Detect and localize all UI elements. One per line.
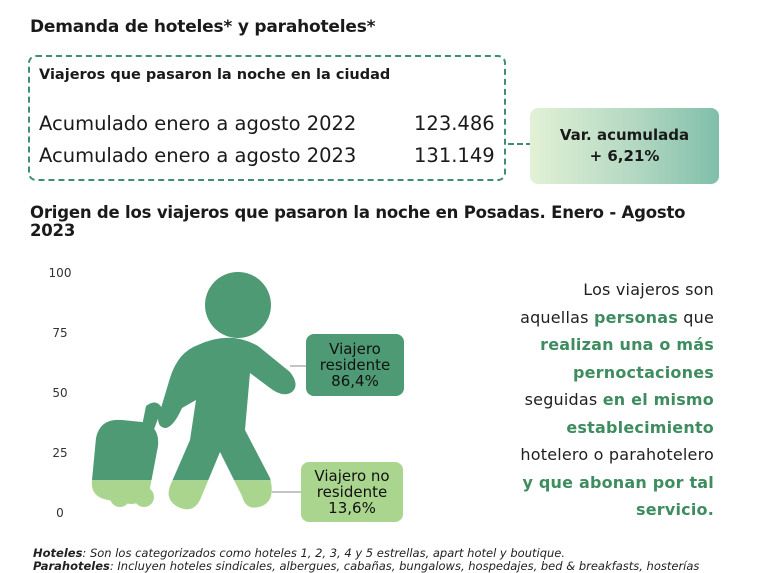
bar-nonresident	[91, 480, 296, 510]
resident-pct: 86,4%	[331, 372, 379, 390]
desc-line-1: Los viajeros son	[583, 280, 714, 299]
row-2022-label: Acumulado enero a agosto 2022	[39, 112, 357, 135]
dashed-connector	[508, 143, 532, 145]
footnote-parahoteles: Parahoteles: Incluyen hoteles sindicales…	[33, 559, 700, 573]
row-2023-value: 131.149	[414, 144, 495, 167]
overnight-box-heading: Viajeros que pasaron la noche en la ciud…	[39, 67, 391, 83]
desc-line-9: servicio.	[635, 500, 714, 519]
desc-line-6: establecimiento	[566, 417, 714, 437]
chart-title: Origen de los viajeros que pasaron la no…	[30, 203, 686, 240]
variation-label: Var. acumulada	[559, 126, 690, 144]
desc-line-4: pernoctaciones	[572, 362, 714, 382]
page-title: Demanda de hoteles* y parahoteles*	[30, 17, 376, 37]
footnote-hoteles: Hoteles: Son los categorizados como hote…	[33, 546, 566, 560]
definition-text: Los viajeros son aquellas personas que r…	[478, 276, 714, 524]
variation-value: + 6,21%	[589, 147, 660, 165]
row-2023-label: Acumulado enero a agosto 2023	[39, 144, 357, 167]
nonresident-pct: 13,6%	[328, 499, 376, 517]
desc-line-5: seguidas en el mismo	[524, 390, 714, 409]
y-tick-75: 75	[52, 326, 68, 340]
resident-line2: residente	[319, 356, 391, 374]
resident-line1: Viajero	[329, 340, 381, 358]
nonresident-callout: Viajero no residente 13,6%	[301, 462, 403, 522]
bar-resident	[91, 272, 296, 481]
footnotes: Hoteles: Son los categorizados como hote…	[33, 547, 733, 573]
overnight-summary-box	[28, 55, 506, 181]
y-tick-0: 0	[56, 506, 64, 520]
y-tick-25: 25	[52, 446, 68, 460]
desc-line-7: hotelero o parahotelero	[520, 445, 714, 464]
y-tick-100: 100	[48, 266, 72, 280]
y-tick-50: 50	[52, 386, 68, 400]
nonresident-line1: Viajero no	[314, 467, 390, 485]
row-2022-value: 123.486	[414, 112, 495, 135]
desc-line-8: y que abonan por tal	[522, 472, 714, 492]
desc-line-3: realizan una o más	[540, 335, 714, 354]
resident-callout: Viajero residente 86,4%	[306, 334, 404, 396]
desc-line-2: aquellas personas que	[520, 307, 714, 327]
nonresident-line2: residente	[316, 483, 388, 501]
variation-box: Var. acumulada + 6,21%	[530, 108, 719, 184]
